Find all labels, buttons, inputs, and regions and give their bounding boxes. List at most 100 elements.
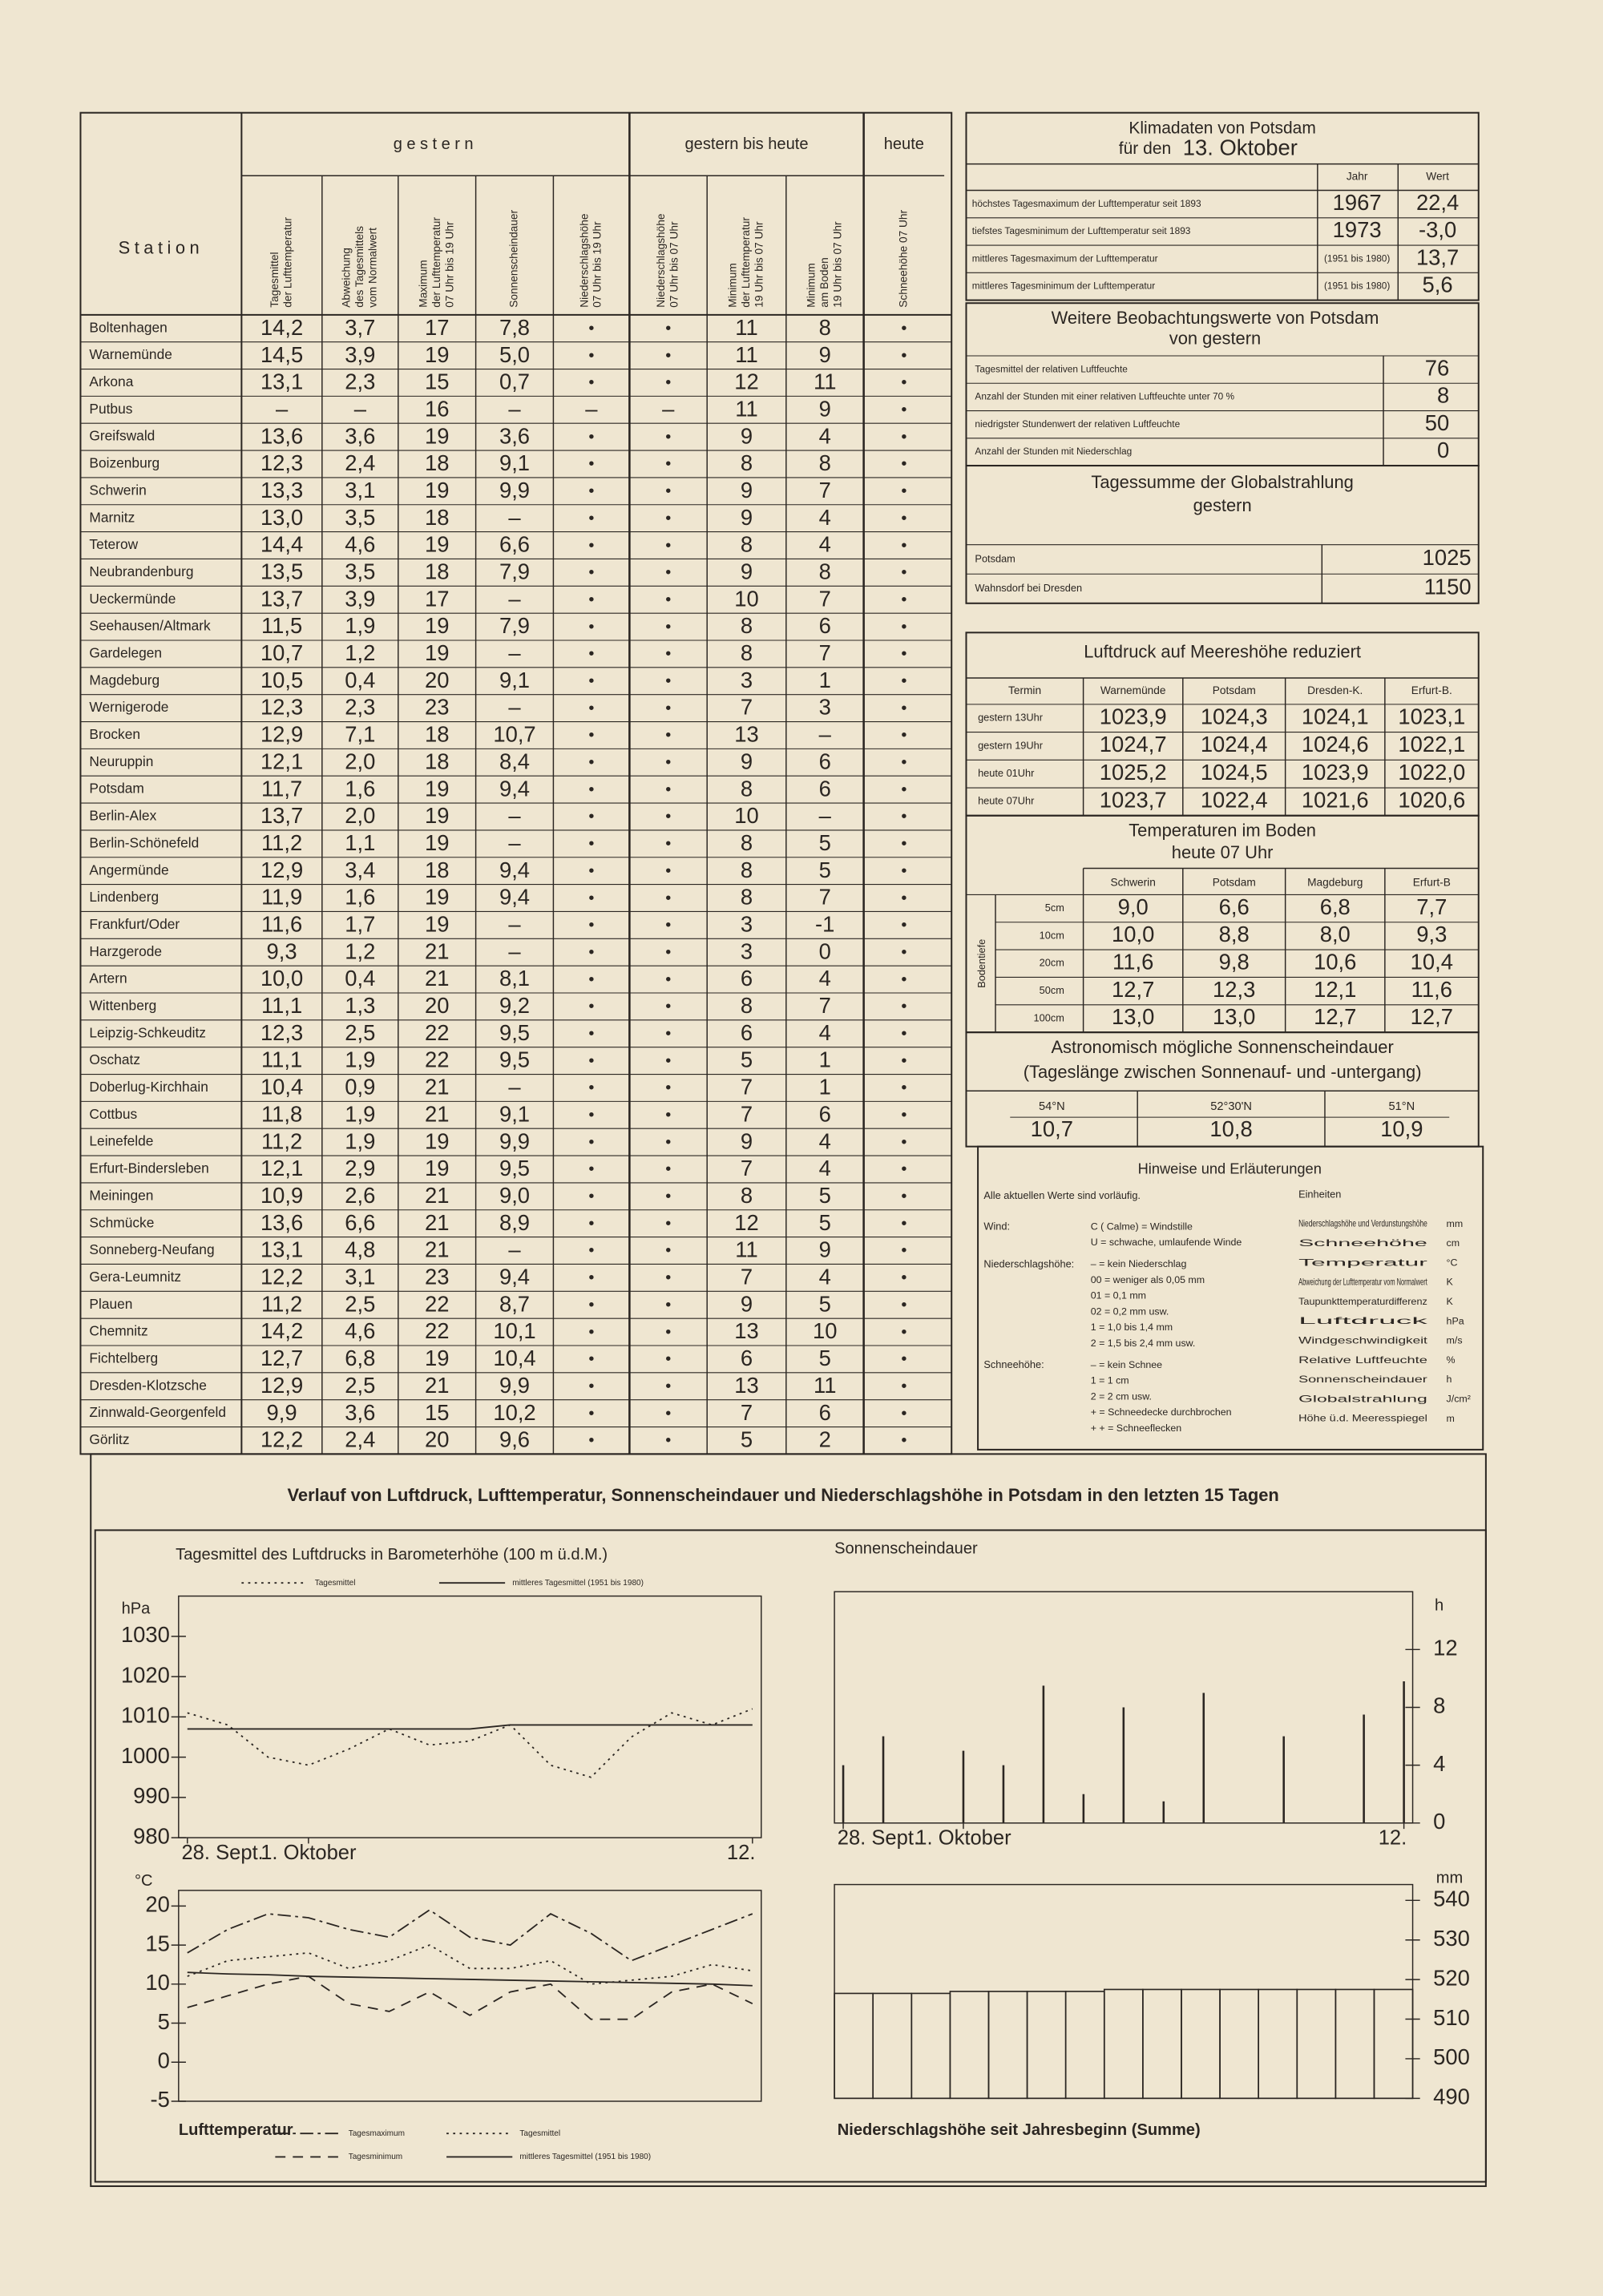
cell: 20 — [425, 668, 449, 692]
cell: 9 — [741, 1128, 753, 1153]
cell: 10,7 — [1031, 1116, 1073, 1141]
unit-name: Taupunkttemperaturdifferenz — [1298, 1296, 1427, 1307]
cell: 3,4 — [345, 857, 375, 882]
station-name: Sonneberg-Neufang — [89, 1241, 214, 1257]
bar — [842, 1765, 845, 1823]
station-name: Meiningen — [89, 1187, 153, 1203]
row-value: 50 — [1425, 410, 1449, 435]
cell: • — [665, 374, 671, 392]
series-line — [187, 1944, 753, 1985]
y-tick-label: 4 — [1433, 1751, 1445, 1776]
cell: 5 — [819, 830, 831, 855]
cell: 5 — [819, 1346, 831, 1370]
station-name: Arkona — [89, 373, 133, 389]
bar — [1002, 1765, 1005, 1823]
cell: • — [901, 1432, 906, 1450]
station-name: Boizenburg — [89, 455, 159, 471]
cell: • — [588, 618, 594, 636]
cell: • — [588, 700, 594, 717]
col-header: Warnemünde — [1100, 684, 1166, 696]
cell: 3,6 — [499, 423, 530, 448]
cell: 3,6 — [345, 423, 375, 448]
column-header: Niederschlagshöhe — [578, 213, 590, 307]
cell: 7 — [741, 695, 753, 720]
column-header: Tagesmittel — [269, 252, 281, 307]
cell: 1024,1 — [1302, 704, 1369, 728]
cell: 16 — [425, 396, 449, 421]
cell: 9,5 — [499, 1047, 530, 1072]
row-label: heute 01Uhr — [978, 767, 1035, 779]
station-name: Leinefelde — [89, 1133, 153, 1149]
cell: 20 — [425, 993, 449, 1018]
note-line: 01 = 0,1 mm — [1091, 1290, 1146, 1301]
cell: 13 — [734, 1373, 758, 1398]
cell: 21 — [425, 1210, 449, 1235]
station-name: Wernigerode — [89, 699, 168, 715]
cell: 3,5 — [345, 559, 375, 584]
station-name: Erfurt-Bindersleben — [89, 1160, 208, 1176]
station-name: Greifswald — [89, 428, 155, 444]
cell: 14,5 — [260, 342, 303, 367]
cell: 1020,6 — [1398, 788, 1465, 813]
cell: 9,4 — [499, 857, 530, 882]
cell: • — [901, 700, 906, 717]
cell: 11 — [814, 1373, 836, 1398]
col-header: Erfurt-B. — [1411, 684, 1452, 696]
cell: 18 — [425, 722, 449, 747]
cell: 3,1 — [345, 478, 375, 502]
cell: 1,7 — [345, 912, 375, 937]
cell: 12,3 — [260, 450, 303, 475]
cell: • — [588, 1350, 594, 1368]
bar — [1162, 1801, 1165, 1823]
cell: 19 — [425, 885, 449, 910]
cell: 2,5 — [345, 1291, 375, 1316]
station-name: Neuruppin — [89, 753, 153, 769]
cell: 9 — [741, 423, 753, 448]
station-name: Görlitz — [89, 1431, 129, 1447]
cell: • — [901, 645, 906, 663]
cell: • — [901, 1215, 906, 1233]
cell: • — [665, 862, 671, 880]
cell: • — [588, 1432, 594, 1450]
col-header: Erfurt-B — [1413, 876, 1451, 888]
cell: 1022,1 — [1398, 732, 1465, 757]
cell: 4 — [819, 532, 831, 557]
station-name: Gera-Leumnitz — [89, 1269, 181, 1285]
legend-label: mittleres Tagesmittel (1951 bis 1980) — [512, 1579, 644, 1588]
cell: • — [665, 1188, 671, 1205]
row-value: 5,6 — [1423, 272, 1453, 297]
row-label: gestern 13Uhr — [978, 712, 1044, 724]
cell: 12,9 — [260, 722, 303, 747]
cell: 6,6 — [499, 532, 530, 557]
cell: 13,0 — [1213, 1004, 1255, 1029]
cell: 3,7 — [345, 315, 375, 340]
cell: 13,1 — [260, 369, 303, 394]
cell: 10,4 — [260, 1075, 303, 1100]
cell: • — [665, 510, 671, 527]
cell: 8 — [819, 315, 831, 340]
cell: • — [901, 1188, 906, 1205]
cell: – — [508, 505, 521, 530]
cell: 13,3 — [260, 478, 303, 502]
cell: 11,2 — [261, 830, 302, 855]
cell: 3,1 — [345, 1265, 375, 1289]
plot-frame — [178, 1890, 762, 2102]
cell: • — [665, 455, 671, 473]
cell: 2,0 — [345, 749, 375, 773]
cell: 12,9 — [260, 857, 303, 882]
cell: • — [901, 510, 906, 527]
series-line — [187, 1909, 753, 1962]
cell: 5 — [819, 1210, 831, 1235]
cell: 9,3 — [1416, 922, 1447, 946]
cell: 3 — [741, 912, 753, 937]
cell: 22 — [425, 1020, 449, 1045]
unit-name: Höhe ü.d. Meeresspiegel — [1298, 1413, 1427, 1424]
cell: • — [665, 1350, 671, 1368]
cell: 18 — [425, 505, 449, 530]
x-tick-label: 1. Oktober — [260, 1842, 357, 1864]
cell: • — [588, 1107, 594, 1124]
unit: K — [1447, 1296, 1454, 1307]
cell: • — [665, 998, 671, 1015]
note-line: + + = Schneeflecken — [1091, 1422, 1182, 1434]
cell: 9,0 — [499, 1183, 530, 1208]
